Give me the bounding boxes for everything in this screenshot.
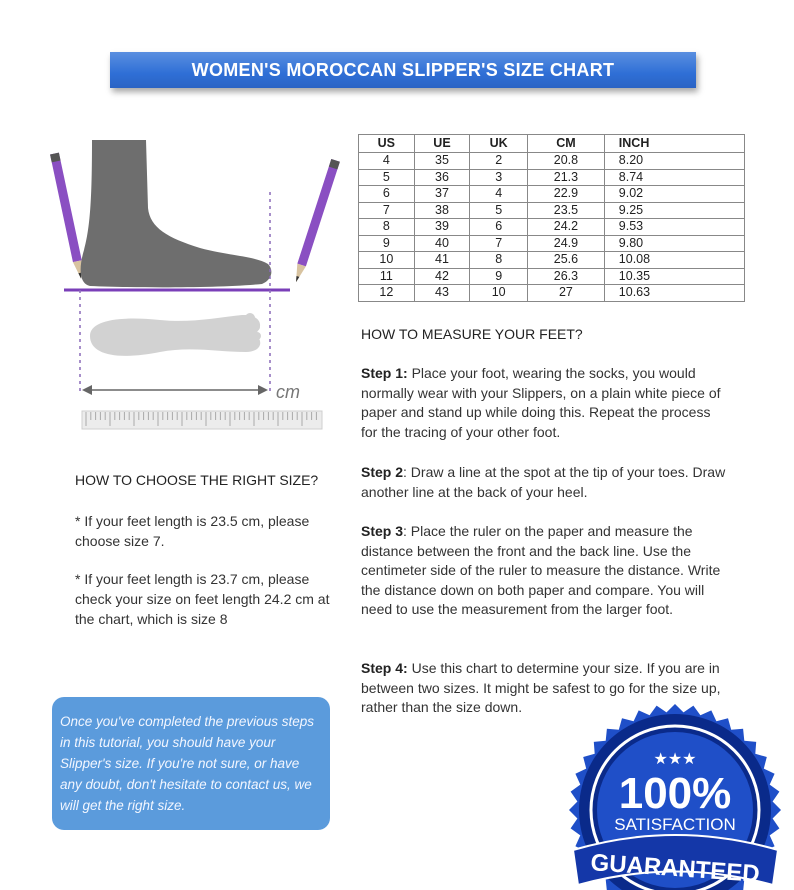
table-cell: 9 (358, 234, 415, 252)
table-cell: 12 (358, 284, 415, 302)
footprint-icon (90, 314, 261, 356)
right-pencil-icon (296, 158, 340, 283)
table-cell: 8.74 (603, 168, 746, 186)
table-cell: 10 (469, 284, 529, 302)
table-cell: 37 (413, 185, 471, 203)
step-label: Step 3 (361, 523, 404, 539)
table-row: 12 43 10 27 10.63 (358, 284, 746, 302)
table-cell: 24.9 (527, 234, 605, 252)
choose-rule-1: * If your feet length is 23.5 cm, please… (75, 513, 310, 549)
measure-heading: HOW TO MEASURE YOUR FEET? (361, 326, 583, 342)
table-row: 6 37 4 22.9 9.02 (358, 185, 746, 203)
table-cell: 5 (358, 168, 415, 186)
step-label: Step 1: (361, 365, 408, 381)
table-row: 8 39 6 24.2 9.53 (358, 218, 746, 236)
step-text: Place your foot, wearing the socks, you … (361, 365, 721, 440)
table-cell: 8 (469, 251, 529, 269)
table-cell: 4 (469, 185, 529, 203)
foot-measure-illustration: cm (50, 140, 340, 430)
table-cell: 7 (358, 201, 415, 219)
badge-stars: ★★★ (653, 749, 696, 768)
step-text: : Place the ruler on the paper and measu… (361, 523, 721, 617)
choose-rule-2: * If your feet length is 23.7 cm, please… (75, 571, 330, 627)
table-cell: 39 (413, 218, 471, 236)
badge-percent: 100% (619, 769, 732, 818)
help-note-text: Once you've completed the previous steps… (60, 714, 314, 813)
table-cell: 9.53 (603, 218, 746, 236)
table-cell: 41 (413, 251, 471, 269)
table-cell: 40 (413, 234, 471, 252)
table-cell: 26.3 (527, 267, 605, 285)
step-1: Step 1: Place your foot, wearing the soc… (361, 364, 726, 442)
table-cell: 22.9 (527, 185, 605, 203)
step-2: Step 2: Draw a line at the spot at the t… (361, 463, 726, 502)
table-cell: 35 (413, 152, 471, 170)
header-cm: CM (527, 134, 605, 153)
table-cell: 23.5 (527, 201, 605, 219)
table-cell: 6 (469, 218, 529, 236)
table-cell: 8.20 (603, 152, 746, 170)
table-cell: 9.25 (603, 201, 746, 219)
table-row: 4 35 2 20.8 8.20 (358, 152, 746, 170)
table-cell: 7 (469, 234, 529, 252)
table-row: 11 42 9 26.3 10.35 (358, 267, 746, 285)
table-cell: 9.80 (603, 234, 746, 252)
table-cell: 21.3 (527, 168, 605, 186)
table-cell: 9.02 (603, 185, 746, 203)
table-cell: 42 (413, 267, 471, 285)
left-pencil-icon (50, 152, 82, 279)
header-us: US (358, 134, 415, 153)
header-ue: UE (413, 134, 471, 153)
step-text: Use this chart to determine your size. I… (361, 660, 721, 715)
header-uk: UK (469, 134, 529, 153)
badge-satisfaction: SATISFACTION (614, 815, 736, 834)
table-row: 5 36 3 21.3 8.74 (358, 168, 746, 186)
step-label: Step 2 (361, 464, 404, 480)
title-banner: WOMEN'S MOROCCAN SLIPPER'S SIZE CHART (110, 52, 696, 88)
table-cell: 11 (358, 267, 415, 285)
unit-label: cm (276, 382, 300, 402)
table-cell: 3 (469, 168, 529, 186)
ruler-icon (81, 410, 323, 430)
choose-heading: HOW TO CHOOSE THE RIGHT SIZE? (75, 472, 319, 488)
table-cell: 20.8 (527, 152, 605, 170)
table-cell: 27 (527, 284, 605, 302)
table-cell: 25.6 (527, 251, 605, 269)
table-cell: 5 (469, 201, 529, 219)
table-cell: 6 (358, 185, 415, 203)
step-text: : Draw a line at the spot at the tip of … (361, 464, 726, 500)
step-4: Step 4: Use this chart to determine your… (361, 659, 726, 718)
table-cell: 38 (413, 201, 471, 219)
foot-side-icon (80, 140, 272, 288)
table-cell: 10.08 (603, 251, 746, 269)
page-title: WOMEN'S MOROCCAN SLIPPER'S SIZE CHART (191, 59, 615, 80)
table-row: 7 38 5 23.5 9.25 (358, 201, 746, 219)
table-row: 10 41 8 25.6 10.08 (358, 251, 746, 269)
table-cell: 24.2 (527, 218, 605, 236)
table-cell: 8 (358, 218, 415, 236)
size-chart-table: US UE UK CM INCH 4 35 2 20.8 8.20 5 36 3 21.3 8.7… (358, 134, 746, 302)
table-cell: 2 (469, 152, 529, 170)
table-cell: 4 (358, 152, 415, 170)
table-cell: 10.63 (603, 284, 746, 302)
table-cell: 43 (413, 284, 471, 302)
step-label: Step 4: (361, 660, 408, 676)
header-inch: INCH (603, 134, 746, 153)
table-cell: 10 (358, 251, 415, 269)
table-cell: 10.35 (603, 267, 746, 285)
table-header-row: US UE UK CM INCH (358, 134, 746, 153)
satisfaction-badge: ★★★ 100% SATISFACTION GUARANTEED (569, 704, 781, 890)
table-cell: 9 (469, 267, 529, 285)
step-3: Step 3: Place the ruler on the paper and… (361, 522, 726, 620)
help-note: Once you've completed the previous steps… (52, 697, 330, 830)
table-cell: 36 (413, 168, 471, 186)
table-row: 9 40 7 24.9 9.80 (358, 234, 746, 252)
